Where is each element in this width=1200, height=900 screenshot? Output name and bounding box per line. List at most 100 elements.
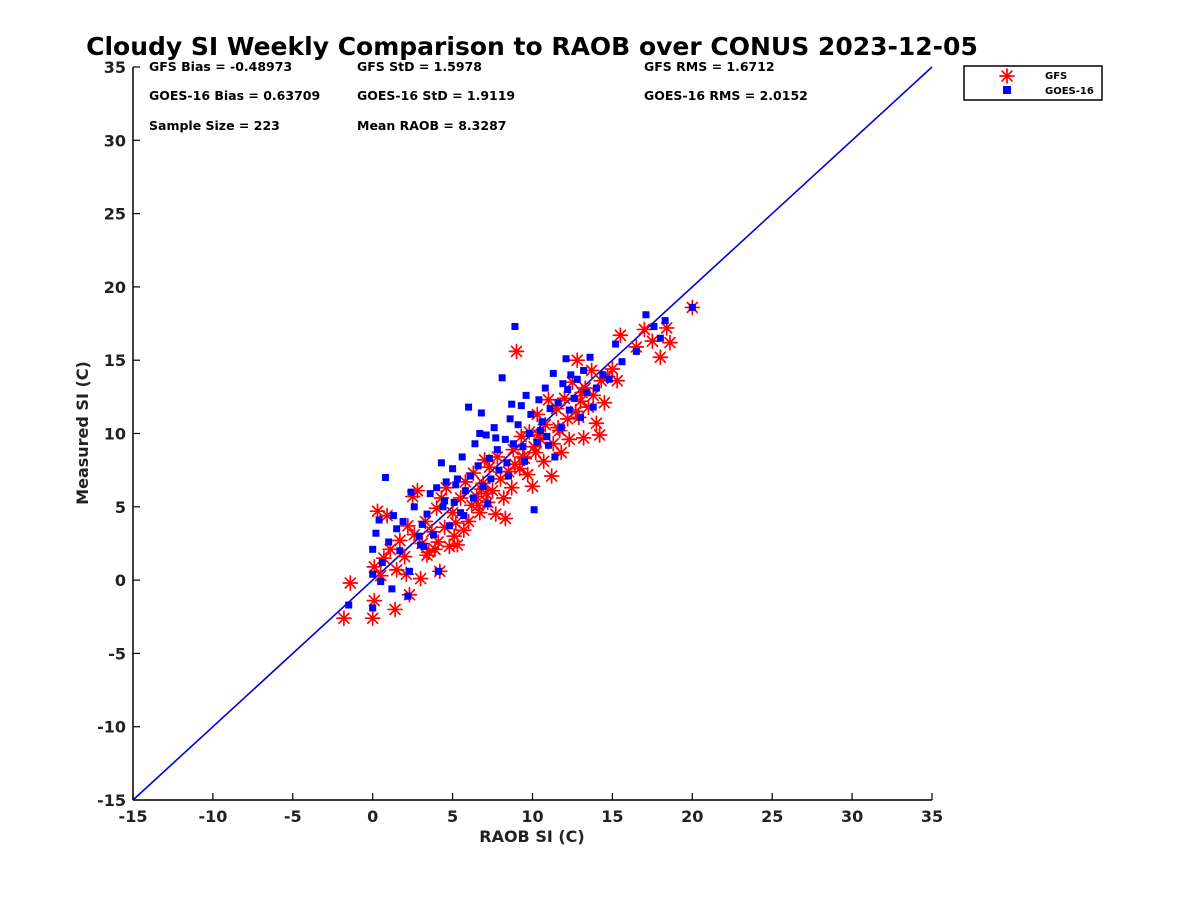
y-tick-label: 35 (104, 58, 126, 77)
stats-block: GFS Bias = -0.48973 GFS StD = 1.5978 GFS… (149, 59, 808, 133)
goes16-point (492, 434, 500, 442)
goes16-point (562, 355, 570, 363)
gfs-point (497, 510, 514, 527)
goes16-point (549, 369, 557, 377)
stat-goes-bias: GOES-16 Bias = 0.63709 (149, 88, 320, 103)
stat-sample-size: Sample Size = 223 (149, 118, 280, 133)
goes16-point (509, 440, 517, 448)
goes16-point (538, 418, 546, 426)
goes16-point (485, 454, 493, 462)
legend-goes-square-icon (1003, 86, 1011, 94)
goes16-point (656, 334, 664, 342)
goes16-point (592, 384, 600, 392)
ticks: -15 -10 -5 0 5 10 15 20 25 30 35 -15 -10 -5 0 5 10 15 20 25… (97, 58, 943, 826)
gfs-point (419, 547, 435, 564)
goes16-point (482, 431, 490, 439)
goes16-point (439, 503, 447, 511)
goes16-point (471, 440, 479, 448)
goes16-point (345, 601, 353, 609)
goes16-point (378, 559, 386, 567)
chart-title: Cloudy SI Weekly Comparison to RAOB over… (86, 32, 978, 61)
goes16-point (527, 410, 535, 418)
y-tick-label: -5 (108, 644, 126, 663)
goes16-point (525, 430, 533, 437)
goes16-point (618, 358, 626, 366)
goes16-point (505, 472, 513, 480)
gfs-point (495, 490, 512, 506)
goes16-point (557, 424, 565, 432)
goes16-point (461, 487, 469, 495)
gfs-point (583, 362, 600, 379)
x-tick-label: 30 (841, 807, 863, 826)
x-tick-label: 10 (521, 807, 543, 826)
goes16-point (375, 516, 383, 524)
stat-goes-std: GOES-16 StD = 1.9119 (357, 88, 515, 103)
goes16-point (498, 374, 506, 382)
gfs-point (591, 427, 608, 443)
goes16-point (632, 347, 640, 355)
goes16-point (466, 472, 474, 480)
goes16-point (441, 497, 449, 505)
gfs-point (561, 431, 578, 448)
gfs-point (596, 394, 613, 411)
goes16-point (429, 531, 437, 539)
goes16-point (570, 394, 578, 402)
goes16-point (522, 391, 530, 399)
stat-gfs-rms: GFS RMS = 1.6712 (644, 59, 775, 74)
goes16-point (503, 459, 511, 467)
goes16-point (642, 311, 650, 319)
y-tick-label: 20 (104, 278, 126, 297)
y-tick-label: 5 (115, 498, 126, 517)
goes16-point (521, 457, 529, 465)
goes16-point (458, 453, 466, 461)
goes16-point (493, 446, 501, 454)
goes16-point (445, 522, 453, 530)
goes16-point (415, 532, 423, 540)
goes16-point (583, 388, 591, 396)
gfs-point (588, 415, 605, 432)
goes16-point (580, 366, 588, 374)
goes16-point (450, 498, 458, 506)
gfs-point (535, 453, 552, 470)
gfs-point (559, 410, 576, 427)
goes16-point (506, 415, 514, 423)
goes16-point (519, 443, 527, 451)
goes16-point (393, 525, 401, 533)
goes16-point (460, 512, 468, 520)
goes16-point (565, 406, 573, 414)
gfs-point (470, 497, 487, 514)
legend: GFS GOES-16 (963, 65, 1103, 101)
goes16-point (476, 430, 484, 437)
y-tick-label: 15 (104, 351, 126, 370)
x-axis-label: RAOB SI (C) (479, 827, 584, 846)
goes16-point (465, 403, 473, 411)
x-tick-label: 0 (367, 807, 378, 826)
gfs-point (569, 352, 586, 369)
goes16-point (453, 475, 461, 483)
legend-gfs-label: GFS (1045, 71, 1067, 82)
goes16-point (407, 488, 415, 496)
y-tick-label: 25 (104, 205, 126, 224)
gfs-point (507, 456, 523, 473)
x-tick-label: 25 (761, 807, 783, 826)
goes16-point (389, 512, 397, 520)
x-tick-label: -15 (119, 807, 148, 826)
goes16-point (586, 353, 594, 361)
goes16-point (688, 303, 696, 311)
gfs-point (543, 468, 560, 484)
goes16-point (418, 520, 426, 528)
goes16-point (661, 317, 669, 325)
y-tick-label: 30 (104, 131, 126, 150)
gfs-point (524, 478, 541, 495)
gfs-point (636, 321, 653, 338)
goes16-point (495, 466, 503, 474)
gfs-point (366, 592, 383, 609)
goes16-point (551, 453, 559, 461)
gfs-point (503, 479, 520, 496)
goes16-point (369, 604, 377, 612)
goes16-point (589, 403, 597, 411)
gfs-point (604, 361, 621, 377)
goes16-point (434, 567, 442, 575)
goes16-point (369, 570, 377, 578)
